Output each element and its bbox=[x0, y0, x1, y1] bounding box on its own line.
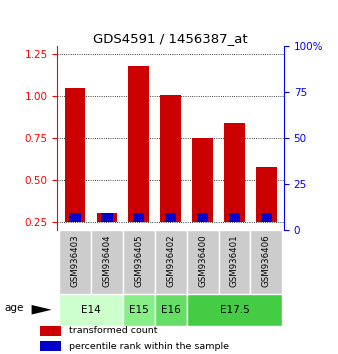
Bar bbox=[65, 88, 86, 222]
Bar bbox=[219, 230, 250, 294]
Bar bbox=[123, 230, 155, 294]
Bar bbox=[133, 212, 145, 222]
Bar bbox=[197, 212, 208, 222]
Text: GSM936402: GSM936402 bbox=[166, 234, 175, 287]
Text: E15: E15 bbox=[129, 305, 149, 315]
Bar bbox=[59, 230, 91, 294]
Text: E16: E16 bbox=[161, 305, 180, 315]
Text: GSM936400: GSM936400 bbox=[198, 234, 207, 287]
Bar bbox=[192, 138, 213, 222]
Title: GDS4591 / 1456387_at: GDS4591 / 1456387_at bbox=[93, 32, 248, 45]
Bar bbox=[229, 212, 240, 222]
Text: age: age bbox=[5, 303, 24, 313]
Bar bbox=[250, 230, 282, 294]
Bar bbox=[155, 230, 187, 294]
Bar bbox=[101, 212, 113, 222]
Text: GSM936405: GSM936405 bbox=[134, 234, 143, 287]
Bar bbox=[69, 212, 81, 222]
Bar bbox=[123, 294, 155, 326]
Text: E14: E14 bbox=[81, 305, 101, 315]
Bar bbox=[40, 341, 61, 351]
Bar bbox=[224, 123, 245, 222]
Bar bbox=[256, 166, 277, 222]
Bar bbox=[261, 212, 272, 222]
Bar bbox=[91, 230, 123, 294]
Text: percentile rank within the sample: percentile rank within the sample bbox=[70, 342, 230, 350]
Text: GSM936403: GSM936403 bbox=[71, 234, 79, 287]
Bar bbox=[59, 294, 123, 326]
Text: GSM936406: GSM936406 bbox=[262, 234, 271, 287]
Text: GSM936404: GSM936404 bbox=[102, 234, 112, 287]
Polygon shape bbox=[32, 305, 52, 315]
Bar bbox=[155, 294, 187, 326]
Bar bbox=[165, 212, 176, 222]
Text: E17.5: E17.5 bbox=[220, 305, 249, 315]
Bar bbox=[160, 95, 181, 222]
Bar bbox=[187, 294, 282, 326]
Text: transformed count: transformed count bbox=[70, 326, 158, 335]
Bar bbox=[187, 230, 219, 294]
Bar bbox=[97, 212, 117, 222]
Text: GSM936401: GSM936401 bbox=[230, 234, 239, 287]
Bar bbox=[128, 66, 149, 222]
Bar bbox=[40, 326, 61, 336]
